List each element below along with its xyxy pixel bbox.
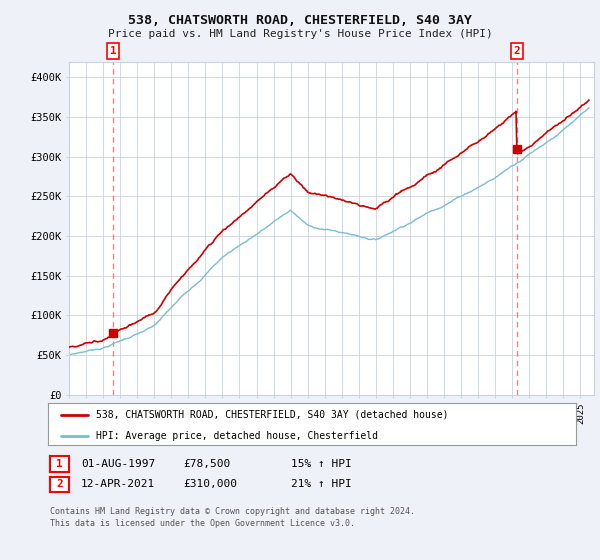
Text: 21% ↑ HPI: 21% ↑ HPI xyxy=(291,479,352,489)
Text: 12-APR-2021: 12-APR-2021 xyxy=(81,479,155,489)
Text: 538, CHATSWORTH ROAD, CHESTERFIELD, S40 3AY (detached house): 538, CHATSWORTH ROAD, CHESTERFIELD, S40 … xyxy=(95,409,448,419)
Text: 1: 1 xyxy=(56,459,63,469)
Text: 15% ↑ HPI: 15% ↑ HPI xyxy=(291,459,352,469)
Text: 2: 2 xyxy=(514,46,520,56)
Text: 2: 2 xyxy=(56,479,63,489)
Text: 01-AUG-1997: 01-AUG-1997 xyxy=(81,459,155,469)
Text: Contains HM Land Registry data © Crown copyright and database right 2024.: Contains HM Land Registry data © Crown c… xyxy=(50,507,415,516)
Text: This data is licensed under the Open Government Licence v3.0.: This data is licensed under the Open Gov… xyxy=(50,519,355,528)
Text: 1: 1 xyxy=(110,46,116,56)
Text: 538, CHATSWORTH ROAD, CHESTERFIELD, S40 3AY: 538, CHATSWORTH ROAD, CHESTERFIELD, S40 … xyxy=(128,14,472,27)
Text: £310,000: £310,000 xyxy=(183,479,237,489)
Text: HPI: Average price, detached house, Chesterfield: HPI: Average price, detached house, Ches… xyxy=(95,431,377,441)
Text: £78,500: £78,500 xyxy=(183,459,230,469)
Text: Price paid vs. HM Land Registry's House Price Index (HPI): Price paid vs. HM Land Registry's House … xyxy=(107,29,493,39)
